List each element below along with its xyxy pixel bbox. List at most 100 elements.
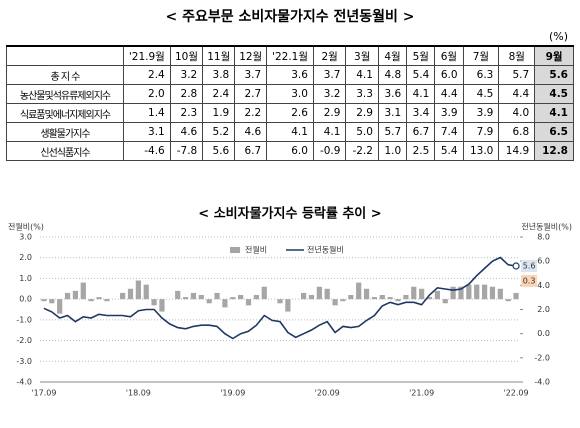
legend-label: 전년동월비	[307, 245, 344, 255]
cell: 3.3	[345, 84, 379, 104]
y2-axis-label: 전년동월비(%)	[521, 222, 572, 232]
bar	[277, 299, 283, 304]
y-tick-label: -2.0	[16, 336, 32, 345]
bar	[340, 299, 346, 302]
bar	[411, 286, 417, 300]
cell: 4.6	[169, 122, 204, 142]
cell: 6.5	[534, 122, 574, 142]
bar	[450, 286, 456, 300]
table-row: 농산물및석유류제외지수 2.0 2.8 2.4 2.7 3.0 3.2 3.3 3.6 4.1 4.…	[6, 84, 574, 104]
bar	[356, 282, 362, 300]
bar	[151, 299, 157, 306]
y-tick-label: -1.0	[16, 315, 32, 324]
table: '21.9월 10월 11월 12월 '22.1월 2월 3월 4월 5월 6월 7월 8월 9월 총 지…	[6, 45, 574, 161]
cell: 2.4	[202, 84, 236, 104]
x-tick-label: '17.09	[31, 389, 56, 398]
row-label: 신선식품지수	[6, 141, 124, 161]
cell: 13.0	[462, 141, 500, 161]
column-header: 8월	[498, 45, 536, 66]
x-tick-label: '21.09	[409, 389, 434, 398]
cell: 2.8	[169, 84, 204, 104]
column-header: 2월	[312, 45, 347, 66]
cell: 4.1	[406, 84, 436, 104]
table-title: < 주요부문 소비자물가지수 전년동월비 >	[165, 9, 415, 25]
x-tick-label: '22.09	[504, 389, 529, 398]
bar	[49, 299, 55, 304]
bar	[182, 297, 189, 300]
table-row: 생활물가지수 3.1 4.6 5.2 4.6 4.1 4.1 5.0 5.7 6.7 7.4 7.9 6…	[6, 122, 574, 142]
bar	[513, 292, 519, 300]
bar	[348, 295, 354, 300]
bar	[127, 288, 134, 300]
x-tick-label: '20.09	[315, 389, 340, 398]
cell: 4.5	[462, 84, 500, 104]
legend-label: 전월비	[245, 245, 267, 255]
cell: 6.8	[498, 122, 536, 142]
y-tick-label: 0.0	[19, 295, 32, 304]
cell: 4.4	[434, 84, 464, 104]
bar	[363, 288, 370, 300]
cell: 5.6	[534, 65, 574, 85]
cell: 1.9	[202, 103, 236, 123]
bar	[434, 290, 440, 300]
row-label: 식료품및에너지제외지수	[6, 103, 124, 123]
y2-tick-label: -4.0	[534, 378, 550, 387]
column-header: 9월	[534, 45, 574, 66]
bar	[458, 286, 464, 300]
y2-tick-label: 2.0	[537, 305, 550, 314]
cell: 4.1	[534, 103, 574, 123]
value-label: 0.3	[523, 276, 536, 285]
cell: 3.8	[202, 65, 236, 85]
corner-cell	[6, 45, 124, 66]
chart-title: < 소비자물가지수 등락률 추이 >	[198, 206, 381, 222]
cell: 3.7	[234, 65, 268, 85]
cell: 2.0	[123, 84, 171, 104]
column-header: '21.9월	[123, 45, 171, 66]
cell: 5.2	[202, 122, 236, 142]
y-tick-label: 2.0	[19, 253, 32, 262]
cell: 3.6	[266, 65, 314, 85]
column-header: 4월	[377, 45, 408, 66]
cell: 2.9	[345, 103, 379, 123]
bar	[245, 299, 252, 306]
bar	[190, 292, 197, 300]
bar	[379, 295, 385, 300]
bar	[387, 297, 393, 300]
bar	[159, 299, 165, 312]
cell: 7.9	[462, 122, 500, 142]
cell: -4.6	[123, 141, 171, 161]
bar	[505, 299, 511, 302]
cell: 12.8	[534, 141, 574, 161]
table-unit: (%)	[548, 30, 568, 43]
table-row: 식료품및에너지제외지수 1.4 2.3 1.9 2.2 2.6 2.9 2.9 3.1 3.4 3.…	[6, 103, 574, 123]
cell: -7.8	[169, 141, 204, 161]
bar	[72, 290, 79, 300]
bar	[206, 299, 212, 304]
bar	[285, 299, 291, 312]
cell: 6.7	[234, 141, 268, 161]
header-row: '21.9월 10월 11월 12월 '22.1월 2월 3월 4월 5월 6월 7월 8월 9월	[6, 45, 574, 66]
table-row: 총 지 수 2.4 3.2 3.8 3.7 3.6 3.7 4.1 4.8 5.4 6.0 6.3 5.…	[6, 65, 574, 85]
cell: 4.0	[498, 103, 536, 123]
cell: 5.4	[406, 65, 436, 85]
cell: 2.3	[169, 103, 204, 123]
bar	[238, 295, 244, 300]
value-label-box	[521, 260, 538, 272]
x-tick-label: '19.09	[220, 389, 245, 398]
bar	[198, 295, 204, 300]
column-header: 7월	[462, 45, 500, 66]
column-header: 11월	[202, 45, 236, 66]
bar	[301, 292, 307, 300]
bar	[57, 299, 63, 314]
y2-tick-label: -2.0	[534, 353, 550, 362]
bar	[64, 292, 71, 300]
cell: 6.0	[434, 65, 464, 85]
value-label-box	[521, 274, 538, 287]
cell: 3.9	[434, 103, 464, 123]
cell: 3.2	[312, 84, 347, 104]
bar	[41, 299, 47, 302]
cell: 2.2	[234, 103, 268, 123]
y2-tick-label: 4.0	[537, 281, 550, 290]
column-header: 5월	[406, 45, 436, 66]
